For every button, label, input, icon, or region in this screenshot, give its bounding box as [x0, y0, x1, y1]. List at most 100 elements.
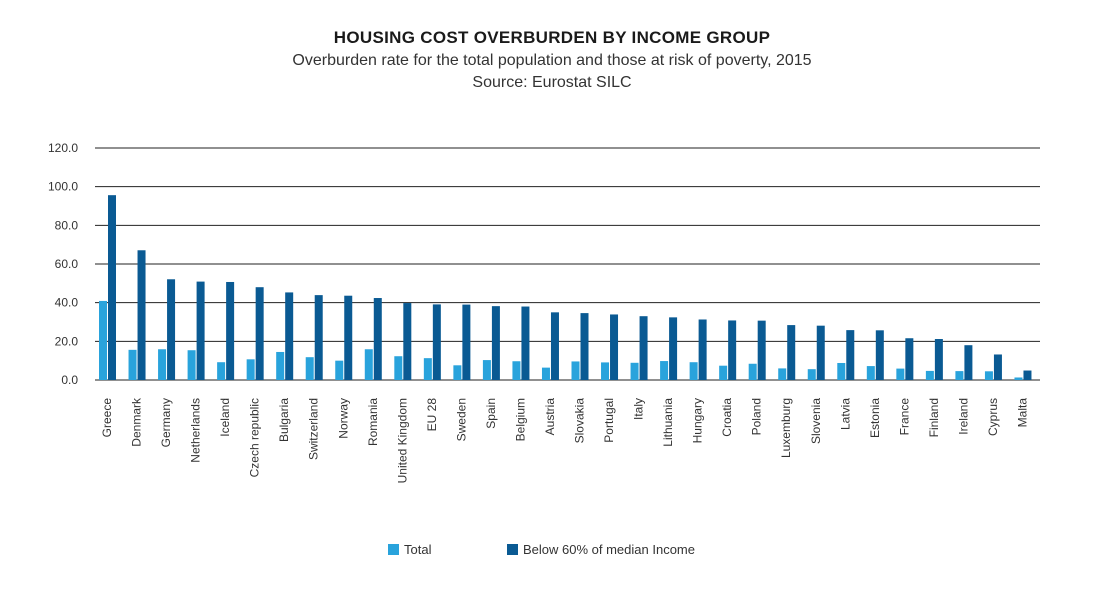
bar-below-60: [226, 281, 235, 380]
bar-below-60: [373, 298, 382, 380]
x-tick-label: Austria: [543, 398, 557, 436]
x-tick-label: Cyprus: [986, 398, 1000, 436]
bar-below-60: [669, 317, 678, 380]
x-tick-label: Portugal: [602, 398, 616, 443]
x-tick-label: Germany: [159, 398, 173, 447]
bar-below-60: [1023, 370, 1032, 380]
bar-total: [719, 365, 728, 380]
bar-below-60: [787, 325, 796, 380]
legend: Total Below 60% of median Income: [0, 542, 1104, 560]
bar-total: [187, 350, 196, 380]
x-tick-label: Latvia: [838, 398, 852, 430]
x-tick-label: Lithuania: [661, 398, 675, 447]
y-tick-label: 0.0: [61, 373, 78, 387]
chart-title: HOUSING COST OVERBURDEN BY INCOME GROUP: [333, 28, 771, 47]
bar-total: [423, 358, 432, 380]
bar-below-60: [846, 330, 855, 380]
x-tick-label: Spain: [484, 398, 498, 429]
x-tick-label: Ireland: [956, 398, 970, 435]
x-tick-label: Poland: [750, 398, 764, 435]
x-tick-label: Greece: [100, 398, 114, 438]
bar-total: [453, 365, 462, 380]
y-tick-label: 20.0: [55, 334, 79, 348]
x-tick-label: Netherlands: [189, 398, 203, 463]
x-tick-label: Bulgaria: [277, 398, 291, 442]
x-tick-label: Finland: [927, 398, 941, 437]
bar-below-60: [137, 250, 146, 380]
x-tick-label: Switzerland: [307, 398, 321, 460]
x-tick-label: Iceland: [218, 398, 232, 437]
x-tick-label: Malta: [1015, 398, 1029, 428]
y-tick-label: 60.0: [55, 257, 79, 271]
bar-total: [807, 369, 816, 380]
x-tick-label: EU 28: [425, 398, 439, 432]
bar-below-60: [167, 279, 176, 380]
x-tick-label: United Kingdom: [395, 398, 409, 483]
y-tick-label: 120.0: [48, 141, 78, 155]
bar-below-60: [255, 287, 264, 380]
bar-total: [541, 367, 550, 380]
legend-swatch-total: [388, 544, 399, 555]
bar-below-60: [196, 281, 205, 380]
bar-total: [99, 300, 107, 380]
chart-source: Source: Eurostat SILC: [472, 74, 632, 91]
bar-total: [660, 361, 669, 380]
bar-below-60: [403, 303, 412, 380]
bar-total: [630, 362, 639, 380]
bar-below-60: [344, 295, 353, 380]
bar-total: [394, 356, 403, 380]
legend-item-below-60: Below 60% of median Income: [507, 542, 695, 557]
bar-total: [1014, 377, 1023, 380]
bar-total: [601, 362, 610, 380]
bar-total: [925, 370, 934, 380]
bar-total: [276, 351, 285, 380]
bar-below-60: [285, 292, 294, 380]
y-tick-label: 80.0: [55, 218, 79, 232]
bar-below-60: [580, 313, 589, 380]
bar-total: [482, 360, 491, 380]
bar-total: [364, 349, 373, 380]
bar-total: [984, 371, 993, 380]
bar-below-60: [639, 316, 648, 380]
y-tick-label: 40.0: [55, 296, 79, 310]
legend-swatch-below-60: [507, 544, 518, 555]
x-tick-label: France: [897, 398, 911, 436]
legend-label-below-60: Below 60% of median Income: [523, 542, 695, 557]
bar-below-60: [610, 314, 619, 380]
bar-below-60: [108, 195, 116, 380]
bar-below-60: [698, 319, 707, 380]
bar-total: [955, 371, 964, 380]
bar-total: [866, 366, 875, 380]
bar-below-60: [550, 312, 559, 380]
bar-below-60: [816, 325, 825, 380]
x-tick-label: Czech republic: [248, 398, 262, 477]
bar-below-60: [521, 306, 530, 380]
x-tick-label: Hungary: [691, 398, 705, 443]
chart-subtitle: Overburden rate for the total population…: [292, 52, 812, 69]
bar-total: [128, 349, 137, 380]
bar-total: [689, 362, 698, 380]
x-tick-label: Italy: [632, 398, 646, 420]
x-tick-label: Slovenia: [809, 398, 823, 444]
x-tick-label: Estonia: [868, 398, 882, 438]
x-tick-label: Belgium: [513, 398, 527, 441]
y-tick-label: 100.0: [48, 180, 78, 194]
bar-below-60: [462, 304, 471, 380]
x-tick-label: Romania: [366, 398, 380, 446]
bar-total: [837, 362, 846, 380]
bar-below-60: [875, 330, 884, 380]
bar-total: [246, 359, 255, 380]
bar-total: [335, 360, 344, 380]
bar-total: [896, 368, 905, 380]
bar-below-60: [314, 295, 323, 380]
x-tick-label: Luxemburg: [779, 398, 793, 458]
x-tick-label: Sweden: [454, 398, 468, 441]
bar-total: [305, 357, 314, 380]
bar-below-60: [728, 320, 737, 380]
bar-below-60: [934, 339, 943, 380]
bar-below-60: [432, 304, 441, 380]
legend-label-total: Total: [404, 542, 432, 557]
bar-total: [571, 361, 580, 380]
bar-total: [512, 361, 521, 380]
x-tick-label: Slovakia: [573, 398, 587, 444]
